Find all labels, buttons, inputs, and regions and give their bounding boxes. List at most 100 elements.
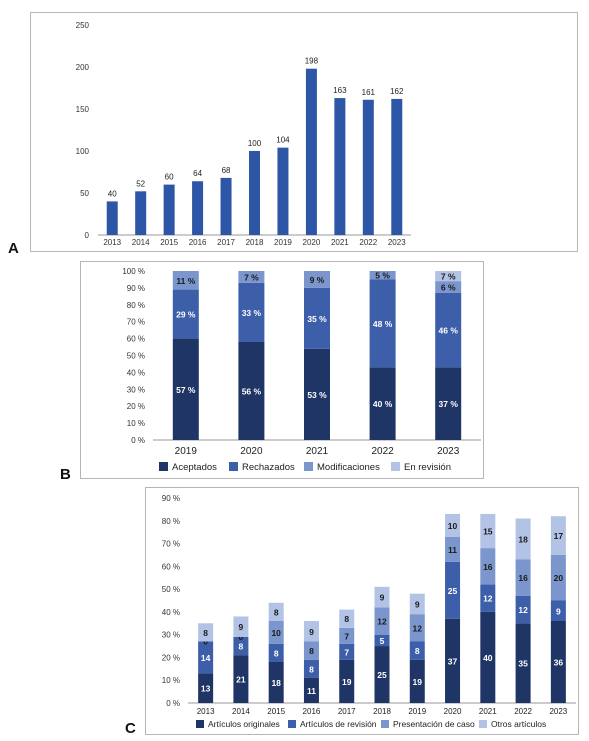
panel-label-b: B (60, 466, 71, 483)
y-tick-label: 20 % (127, 402, 145, 411)
legend-label: Rechazados (242, 462, 295, 473)
bar (192, 181, 204, 235)
bar-segment (550, 621, 566, 703)
x-tick-label: 2021 (331, 238, 349, 247)
bar-segment (515, 623, 531, 703)
bar (135, 191, 147, 235)
segment-value-label: 18 (518, 535, 528, 545)
segment-value-label: 8 (415, 646, 420, 656)
legend-label: Artículos originales (208, 719, 280, 729)
y-tick-label: 50 % (127, 352, 145, 361)
bar-segment (268, 621, 284, 644)
segment-value-label: 12 (413, 623, 423, 633)
bar-segment (550, 516, 566, 555)
y-tick-label: 30 % (127, 385, 145, 394)
bar-value-label: 198 (305, 57, 319, 66)
segment-value-label: 11 % (176, 276, 195, 286)
legend-label: En revisión (404, 462, 451, 473)
x-tick-label: 2013 (103, 238, 121, 247)
y-tick-label: 0 (85, 231, 90, 240)
bar-value-label: 161 (362, 88, 376, 97)
bar-segment (268, 643, 284, 662)
segment-value-label: 9 % (310, 275, 325, 285)
segment-value-label: 21 (236, 675, 246, 685)
y-tick-label: 80 % (127, 301, 145, 310)
x-tick-label: 2023 (388, 238, 406, 247)
segment-value-label: 9 (380, 593, 385, 603)
legend-swatch (479, 720, 487, 728)
x-tick-label: 2017 (338, 707, 356, 716)
y-tick-label: 0 % (166, 699, 180, 708)
bar-segment (198, 623, 214, 642)
legend-swatch (304, 462, 313, 471)
bar-segment (409, 659, 425, 703)
y-tick-label: 50 % (162, 585, 180, 594)
segment-value-label: 7 (344, 631, 349, 641)
bar (334, 98, 346, 235)
segment-value-label: 48 % (373, 319, 393, 329)
segment-value-label: 40 (483, 653, 493, 663)
segment-value-label: 20 (554, 573, 564, 583)
bar-segment (304, 287, 330, 349)
x-tick-label: 2022 (514, 707, 532, 716)
y-tick-label: 10 % (127, 419, 145, 428)
bar-value-label: 68 (222, 166, 231, 175)
segment-value-label: 12 (518, 605, 528, 615)
bar-value-label: 162 (390, 87, 404, 96)
y-tick-label: 50 (80, 189, 89, 198)
x-tick-label: 2013 (197, 707, 215, 716)
x-tick-label: 2015 (160, 238, 178, 247)
segment-value-label: 18 (271, 678, 281, 688)
bar-value-label: 60 (165, 173, 174, 182)
legend-swatch (288, 720, 296, 728)
y-tick-label: 20 % (162, 653, 180, 662)
chart-b-svg: 0 % 10 % 20 % 30 % 40 % 50 % 60 % 70 % 80 % 90 % 1… (122, 267, 481, 473)
segment-value-label: 0 (239, 632, 244, 642)
segment-value-label: 12 (377, 617, 387, 627)
segment-value-label: 19 (342, 677, 352, 687)
y-tick-label: 80 % (162, 517, 180, 526)
segment-value-label: 56 % (242, 386, 262, 396)
segment-value-label: 5 % (375, 271, 390, 281)
y-tick-label: 90 % (162, 494, 180, 503)
bar-value-label: 52 (136, 179, 145, 188)
segment-value-label: 12 (483, 594, 493, 604)
segment-value-label: 40 % (373, 399, 393, 409)
y-tick-label: 0 % (131, 436, 145, 445)
segment-value-label: 13 (201, 684, 211, 694)
bar-segment (480, 513, 496, 549)
segment-value-label: 7 % (244, 272, 259, 282)
bar-segment (435, 281, 462, 293)
x-tick-label: 2023 (549, 707, 567, 716)
legend-label: Presentación de caso (393, 719, 475, 729)
y-tick-label: 70 % (127, 318, 145, 327)
bar-segment (435, 367, 462, 440)
legend-label: Modificaciones (317, 462, 380, 473)
x-tick-label: 2022 (359, 238, 377, 247)
bar-segment (238, 341, 265, 440)
segment-value-label: 37 % (439, 399, 459, 409)
legend-swatch (159, 462, 168, 471)
y-tick-label: 90 % (127, 284, 145, 293)
segment-value-label: 16 (483, 562, 493, 572)
x-tick-label: 2016 (189, 238, 207, 247)
bar-segment (550, 600, 566, 621)
bar-segment (445, 561, 461, 619)
segment-value-label: 10 (448, 521, 458, 531)
x-tick-label: 2016 (303, 707, 321, 716)
bar-value-label: 104 (276, 136, 290, 145)
bar-segment (435, 271, 462, 282)
segment-value-label: 8 (274, 607, 279, 617)
x-tick-label: 2020 (303, 238, 321, 247)
segment-value-label: 7 (344, 647, 349, 657)
y-tick-label: 100 (76, 147, 90, 156)
bar-segment (303, 659, 319, 678)
segment-value-label: 25 (377, 670, 387, 680)
legend-swatch (196, 720, 204, 728)
bar-segment (369, 367, 396, 440)
bar (391, 98, 403, 235)
bar-segment (435, 292, 462, 368)
bar (277, 147, 289, 235)
bar-segment (515, 518, 531, 560)
segment-value-label: 6 % (441, 283, 456, 293)
